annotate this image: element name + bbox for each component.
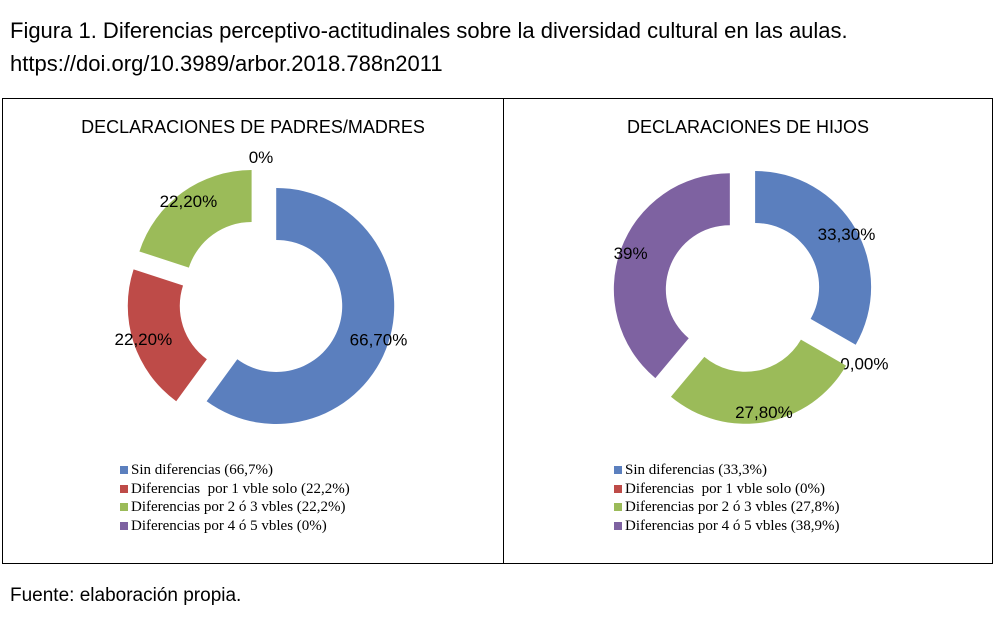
legend-label: Diferencias por 1 vble solo (0%): [625, 480, 825, 497]
legend-item: Sin diferencias (66,7%): [120, 461, 350, 480]
donut-segment-1: [755, 170, 872, 345]
chart-title: DECLARACIONES DE HIJOS: [626, 117, 870, 137]
legend-item: Diferencias por 1 vble solo (22,2%): [120, 480, 350, 499]
legend-item: Diferencias por 1 vble solo (0%): [614, 480, 840, 499]
legend-label: Diferencias por 2 ó 3 vbles (27,8%): [625, 499, 840, 515]
legend-item: Diferencias por 4 ó 5 vbles (0%): [120, 517, 350, 536]
legend-label: Sin diferencias (33,3%): [625, 462, 768, 478]
source-note: Fuente: elaboración propia.: [10, 585, 242, 606]
data-label-3: 22,20%: [160, 192, 218, 211]
legend-swatch-blue: [120, 466, 128, 475]
legend-label: Diferencias por 4 ó 5 vbles (38,9%): [625, 517, 840, 534]
data-label-4: 39%: [614, 244, 648, 263]
chart-panel-children: DECLARACIONES DE HIJOS 33,30% 0,00% 27,80%…: [504, 98, 993, 564]
donut-segment-1: [206, 187, 395, 424]
legend-swatch-purple: [120, 521, 128, 530]
legend-swatch-green: [120, 503, 128, 512]
data-label-2: 22,20%: [115, 330, 173, 349]
data-label-1: 33,30%: [818, 225, 876, 244]
donut-segment-3: [139, 170, 252, 268]
data-label-3: 27,80%: [735, 403, 793, 422]
legend-item: Diferencias por 4 ó 5 vbles (38,9%): [614, 517, 840, 536]
legend-label: Sin diferencias (66,7%): [131, 462, 274, 478]
donut-segment-4: [613, 173, 730, 379]
legend-item: Sin diferencias (33,3%): [614, 461, 840, 480]
chart-legend: Sin diferencias (66,7%) Diferencias por …: [120, 461, 350, 535]
legend-label: Diferencias por 2 ó 3 vbles (22,2%): [131, 499, 346, 515]
legend-swatch-blue: [614, 466, 622, 475]
chart-panel-parents: DECLARACIONES DE PADRES/MADRES 66,70% 22,…: [2, 98, 504, 564]
donut-segment-3: [670, 339, 847, 424]
legend-label: Diferencias por 1 vble solo (22,2%): [131, 480, 350, 497]
donut-chart-parents: 66,70% 22,20% 22,20% 0%: [115, 148, 408, 424]
legend-swatch-green: [614, 503, 622, 512]
chart-title: DECLARACIONES DE PADRES/MADRES: [81, 117, 425, 137]
legend-label: Diferencias por 4 ó 5 vbles (0%): [131, 517, 327, 534]
legend-item: Diferencias por 2 ó 3 vbles (22,2%): [120, 498, 350, 517]
doi-link[interactable]: https://doi.org/10.3989/arbor.2018.788n2…: [10, 51, 443, 76]
legend-item: Diferencias por 2 ó 3 vbles (27,8%): [614, 498, 840, 517]
chart-legend: Sin diferencias (33,3%) Diferencias por …: [614, 461, 840, 535]
legend-swatch-red: [614, 484, 622, 493]
figure-caption: Figura 1. Diferencias perceptivo-actitud…: [10, 18, 848, 43]
legend-swatch-red: [120, 484, 128, 493]
data-label-2: 0,00%: [840, 355, 888, 374]
data-label-4: 0%: [249, 148, 274, 167]
donut-segment-2: [127, 269, 207, 402]
data-label-1: 66,70%: [350, 330, 408, 349]
legend-swatch-purple: [614, 521, 622, 530]
donut-chart-children: 33,30% 0,00% 27,80% 39%: [613, 170, 888, 424]
